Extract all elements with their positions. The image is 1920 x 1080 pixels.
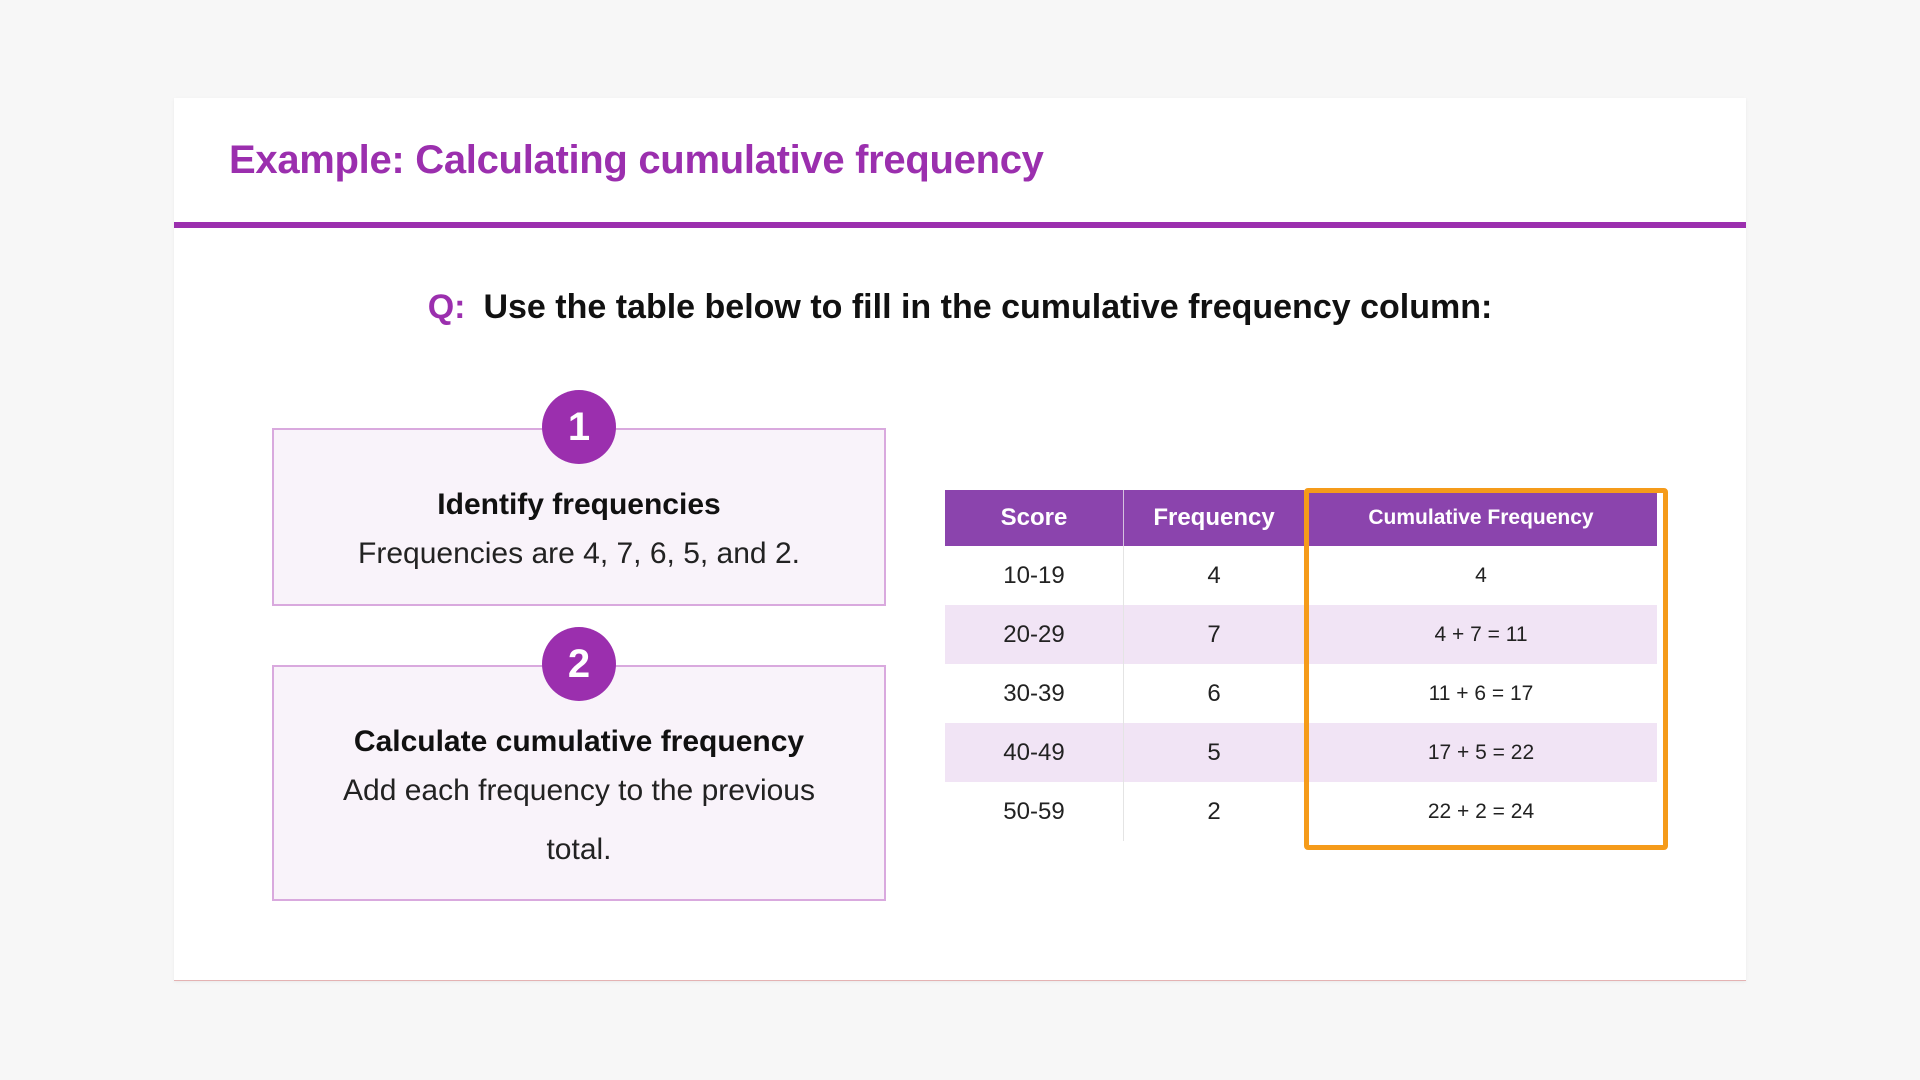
cell-score: 10-19 (945, 546, 1124, 605)
cell-cumulative: 22 + 2 = 24 (1427, 799, 1535, 823)
step-heading: Identify frequencies (437, 488, 721, 521)
question-label: Q: (427, 288, 466, 326)
cell-score: 20-29 (945, 605, 1124, 664)
header-frequency: Frequency (1123, 490, 1305, 546)
cell-cumulative: 4 (1475, 563, 1487, 587)
table-row: 20-29 7 4 + 7 = 11 (945, 605, 1657, 664)
cell-cumulative: 4 + 7 = 11 (1304, 605, 1657, 664)
slide-title: Example: Calculating cumulative frequenc… (229, 138, 1044, 182)
header-cumulative-frequency: Cumulative Frequency (1304, 490, 1657, 546)
cell-score: 50-59 (945, 782, 1124, 841)
step-text: Frequencies are 4, 7, 6, 5, and 2. (358, 537, 800, 570)
step-number-badge: 2 (542, 627, 616, 701)
step-card-2: 2 Calculate cumulative frequency Add eac… (272, 627, 886, 901)
table-row: 10-19 4 4 (945, 546, 1657, 605)
cell-score: 30-39 (945, 664, 1124, 723)
header-score: Score (945, 490, 1124, 546)
cell-frequency: 2 (1123, 782, 1305, 841)
cell-score: 40-49 (945, 723, 1124, 782)
table-row: 50-59 2 22 + 2 = 24 (945, 782, 1657, 841)
step-text: Add each frequency to the previous total… (343, 774, 815, 866)
step-card-1: 1 Identify frequencies Frequencies are 4… (272, 390, 886, 606)
step-number-badge: 1 (542, 390, 616, 464)
cell-cumulative: 17 + 5 = 22 (1304, 723, 1657, 782)
cell-frequency: 6 (1123, 664, 1305, 723)
cell-frequency: 5 (1123, 723, 1305, 782)
slide: Example: Calculating cumulative frequenc… (174, 98, 1746, 981)
cell-cumulative: 11 + 6 = 17 (1428, 681, 1534, 705)
table-row: 40-49 5 17 + 5 = 22 (945, 723, 1657, 782)
frequency-table: Score Frequency Cumulative Frequency 10-… (945, 490, 1657, 841)
question-text: Use the table below to fill in the cumul… (483, 288, 1493, 326)
table-header-row: Score Frequency Cumulative Frequency (945, 490, 1657, 546)
table-row: 30-39 6 11 + 6 = 17 (945, 664, 1657, 723)
slide-bottom-border (174, 980, 1746, 981)
cell-frequency: 7 (1123, 605, 1305, 664)
step-heading: Calculate cumulative frequency (353, 725, 805, 758)
cell-frequency: 4 (1123, 546, 1305, 605)
question: Q: Use the table below to fill in the cum… (174, 288, 1746, 327)
title-divider (174, 222, 1746, 228)
